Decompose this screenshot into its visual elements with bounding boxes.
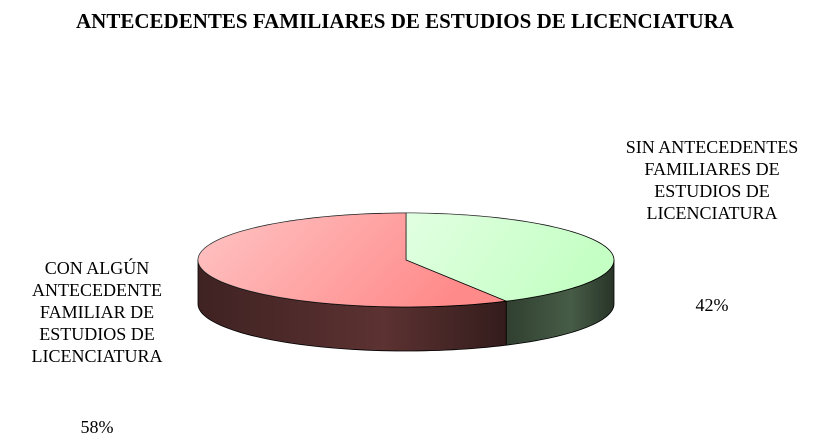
slice-side-shade [506, 260, 614, 346]
slice-shine [198, 213, 507, 307]
value-label: 42% [695, 295, 729, 315]
category-label: CON ALGÚN ANTECEDENTE FAMILIAR DE ESTUDI… [31, 258, 163, 366]
value-label: 58% [80, 417, 114, 437]
slice-shine [406, 213, 614, 302]
category-label: SIN ANTECEDENTES FAMILIARES DE ESTUDIOS … [625, 137, 799, 223]
chart-title: ANTECEDENTES FAMILIARES DE ESTUDIOS DE L… [76, 9, 734, 33]
